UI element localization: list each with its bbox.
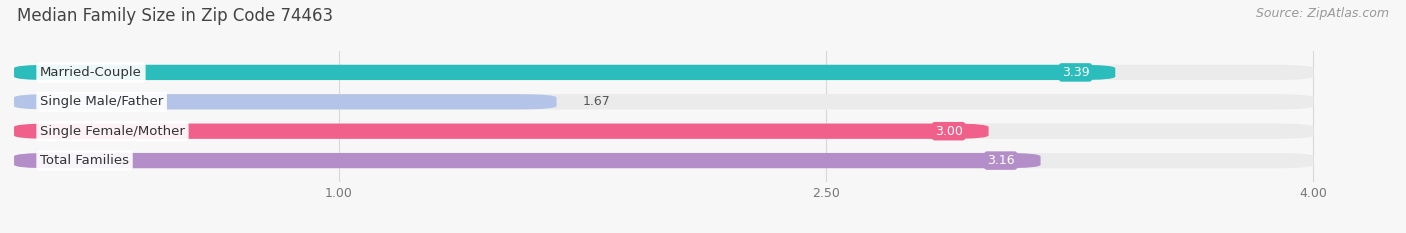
Text: Single Female/Mother: Single Female/Mother — [39, 125, 186, 138]
FancyBboxPatch shape — [14, 94, 1313, 110]
Text: Single Male/Father: Single Male/Father — [39, 95, 163, 108]
Text: 1.67: 1.67 — [582, 95, 610, 108]
Text: 3.39: 3.39 — [1062, 66, 1090, 79]
FancyBboxPatch shape — [14, 153, 1313, 168]
FancyBboxPatch shape — [14, 153, 1040, 168]
FancyBboxPatch shape — [14, 123, 988, 139]
Text: Median Family Size in Zip Code 74463: Median Family Size in Zip Code 74463 — [17, 7, 333, 25]
FancyBboxPatch shape — [14, 65, 1313, 80]
FancyBboxPatch shape — [14, 94, 557, 110]
Text: Married-Couple: Married-Couple — [39, 66, 142, 79]
Text: Source: ZipAtlas.com: Source: ZipAtlas.com — [1256, 7, 1389, 20]
FancyBboxPatch shape — [14, 123, 1313, 139]
Text: 3.16: 3.16 — [987, 154, 1015, 167]
Text: 3.00: 3.00 — [935, 125, 963, 138]
Text: Total Families: Total Families — [39, 154, 129, 167]
FancyBboxPatch shape — [14, 65, 1115, 80]
